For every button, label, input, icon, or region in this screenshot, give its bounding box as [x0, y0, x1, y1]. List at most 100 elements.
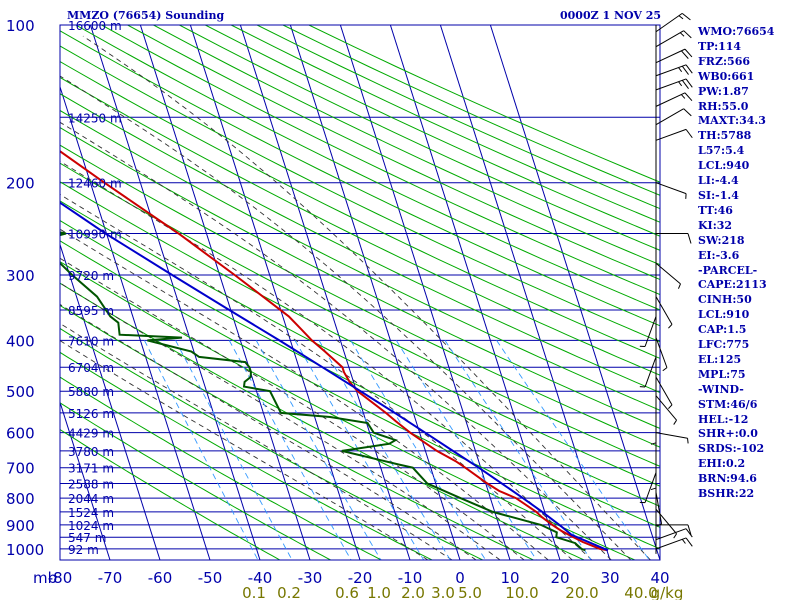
wind-barb	[655, 78, 693, 91]
pressure-tick-label: 900	[6, 517, 35, 535]
index-item: LFC:775	[698, 338, 750, 352]
dry-adiabat-line	[60, 304, 534, 560]
height-label: 6704 m	[68, 361, 114, 375]
temperature-tick-label: -80	[48, 569, 73, 587]
chart-datetime: 0000Z 1 NOV 25	[560, 9, 662, 22]
pressure-axis-label: mb	[33, 569, 57, 587]
isotherm-line	[89, 25, 261, 560]
mixing-ratio-label: 0.6	[335, 584, 359, 600]
isotherm-line	[60, 85, 211, 560]
pressure-tick-label: 300	[6, 267, 35, 285]
dry-adiabat-line	[60, 144, 660, 448]
temperature-tick-label: 40	[650, 569, 669, 587]
index-item: SRDS:-102	[698, 442, 765, 456]
isotherm-line	[289, 25, 461, 560]
wind-barb	[655, 64, 693, 77]
index-item: EHI:0.2	[698, 457, 746, 471]
moist-adiabat-line	[60, 322, 453, 560]
index-item: WB0:661	[698, 69, 755, 83]
temperature-tick-label: 30	[600, 569, 619, 587]
dry-adiabat-line	[60, 76, 660, 376]
wind-barb	[655, 376, 673, 409]
wind-barb	[655, 508, 677, 539]
mixing-ratio-line	[144, 340, 259, 560]
wind-barb	[639, 316, 657, 348]
index-item: TT:46	[698, 203, 733, 217]
moist-adiabat-line	[60, 303, 477, 560]
mixing-ratio-label: 2.0	[401, 584, 425, 600]
index-item: CINH:50	[698, 293, 752, 307]
wind-barb	[655, 92, 693, 107]
chart-title: MMZO (76654) Sounding	[67, 9, 225, 22]
index-item: FRZ:566	[698, 54, 751, 68]
dry-adiabat-line	[60, 45, 660, 343]
dry-adiabat-line	[60, 376, 382, 560]
index-item: TP:114	[698, 39, 742, 53]
height-label: 9720 m	[68, 269, 114, 283]
dry-adiabat-line	[60, 282, 585, 560]
wind-barb	[655, 262, 681, 289]
pressure-tick-label: 400	[6, 332, 35, 350]
mixing-ratio-line	[318, 340, 451, 560]
isotherm-line	[189, 25, 361, 560]
wind-barb	[650, 410, 657, 445]
mixing-ratio-label: 40.0	[624, 584, 657, 600]
dry-adiabat-line	[60, 200, 660, 507]
dry-adiabat-line	[60, 93, 660, 394]
pressure-tick-label: 100	[6, 17, 35, 35]
index-item: L57:5.4	[698, 144, 745, 158]
height-label: 14250 m	[68, 111, 122, 125]
parcel-profile	[60, 201, 609, 552]
mixing-ratio-label: 10.0	[505, 584, 538, 600]
mixing-ratio-label: 5.0	[458, 584, 482, 600]
temperature-tick-label: -50	[198, 569, 223, 587]
height-label: 10990 m	[68, 227, 122, 241]
moist-adiabat-line	[60, 160, 593, 560]
pressure-tick-label: 1000	[6, 541, 44, 559]
wind-barb	[655, 12, 691, 33]
index-item: BSHR:22	[698, 487, 755, 501]
mixing-ratio-label: 0.2	[277, 584, 301, 600]
mixing-ratio-line	[496, 340, 650, 560]
dry-adiabat-line	[153, 25, 660, 266]
mixing-ratio-label: 20.0	[565, 584, 598, 600]
index-item: CAPE:2113	[698, 278, 767, 292]
moist-adiabat-line	[60, 75, 632, 560]
dry-adiabat-line	[60, 181, 660, 487]
isotherm-line	[60, 558, 61, 560]
wind-barb	[656, 524, 692, 536]
mixing-ratio-line	[175, 340, 293, 560]
wind-barb	[655, 492, 663, 527]
pressure-tick-label: 700	[6, 460, 35, 478]
index-item: EL:125	[698, 352, 742, 366]
dry-adiabat-line	[60, 162, 660, 467]
mixing-ratio-line	[294, 340, 425, 560]
mixing-ratio-line	[350, 340, 486, 560]
temperature-tick-label: -20	[348, 569, 373, 587]
dry-adiabat-line	[75, 25, 660, 311]
dry-adiabat-line	[60, 109, 660, 411]
dry-adiabat-line	[60, 60, 660, 359]
mixing-ratio-label: g/kg	[651, 584, 684, 600]
wind-barb	[655, 537, 693, 550]
wind-barb	[656, 232, 692, 244]
index-item: STM:46/6	[698, 397, 758, 411]
dry-adiabat-line	[179, 25, 660, 251]
moist-adiabat-line	[60, 121, 612, 560]
index-item: -WIND-	[698, 382, 744, 396]
height-label: 8595 m	[68, 304, 114, 318]
dry-adiabat-line	[60, 327, 483, 560]
height-label: 16600 m	[68, 19, 122, 33]
moist-adiabat-line	[82, 35, 651, 560]
index-item: WMO:76654	[698, 25, 775, 38]
index-item: LCL:940	[698, 159, 750, 173]
isotherm-line	[489, 25, 660, 560]
mixing-ratio-line	[228, 340, 352, 560]
isotherm-line	[439, 25, 611, 560]
wind-barb	[655, 182, 687, 199]
height-label: 3171 m	[68, 462, 114, 476]
dewpoint-profile	[60, 231, 586, 552]
temperature-tick-label: -70	[98, 569, 123, 587]
pressure-tick-label: 500	[6, 383, 35, 401]
height-label: 12460 m	[68, 177, 122, 191]
